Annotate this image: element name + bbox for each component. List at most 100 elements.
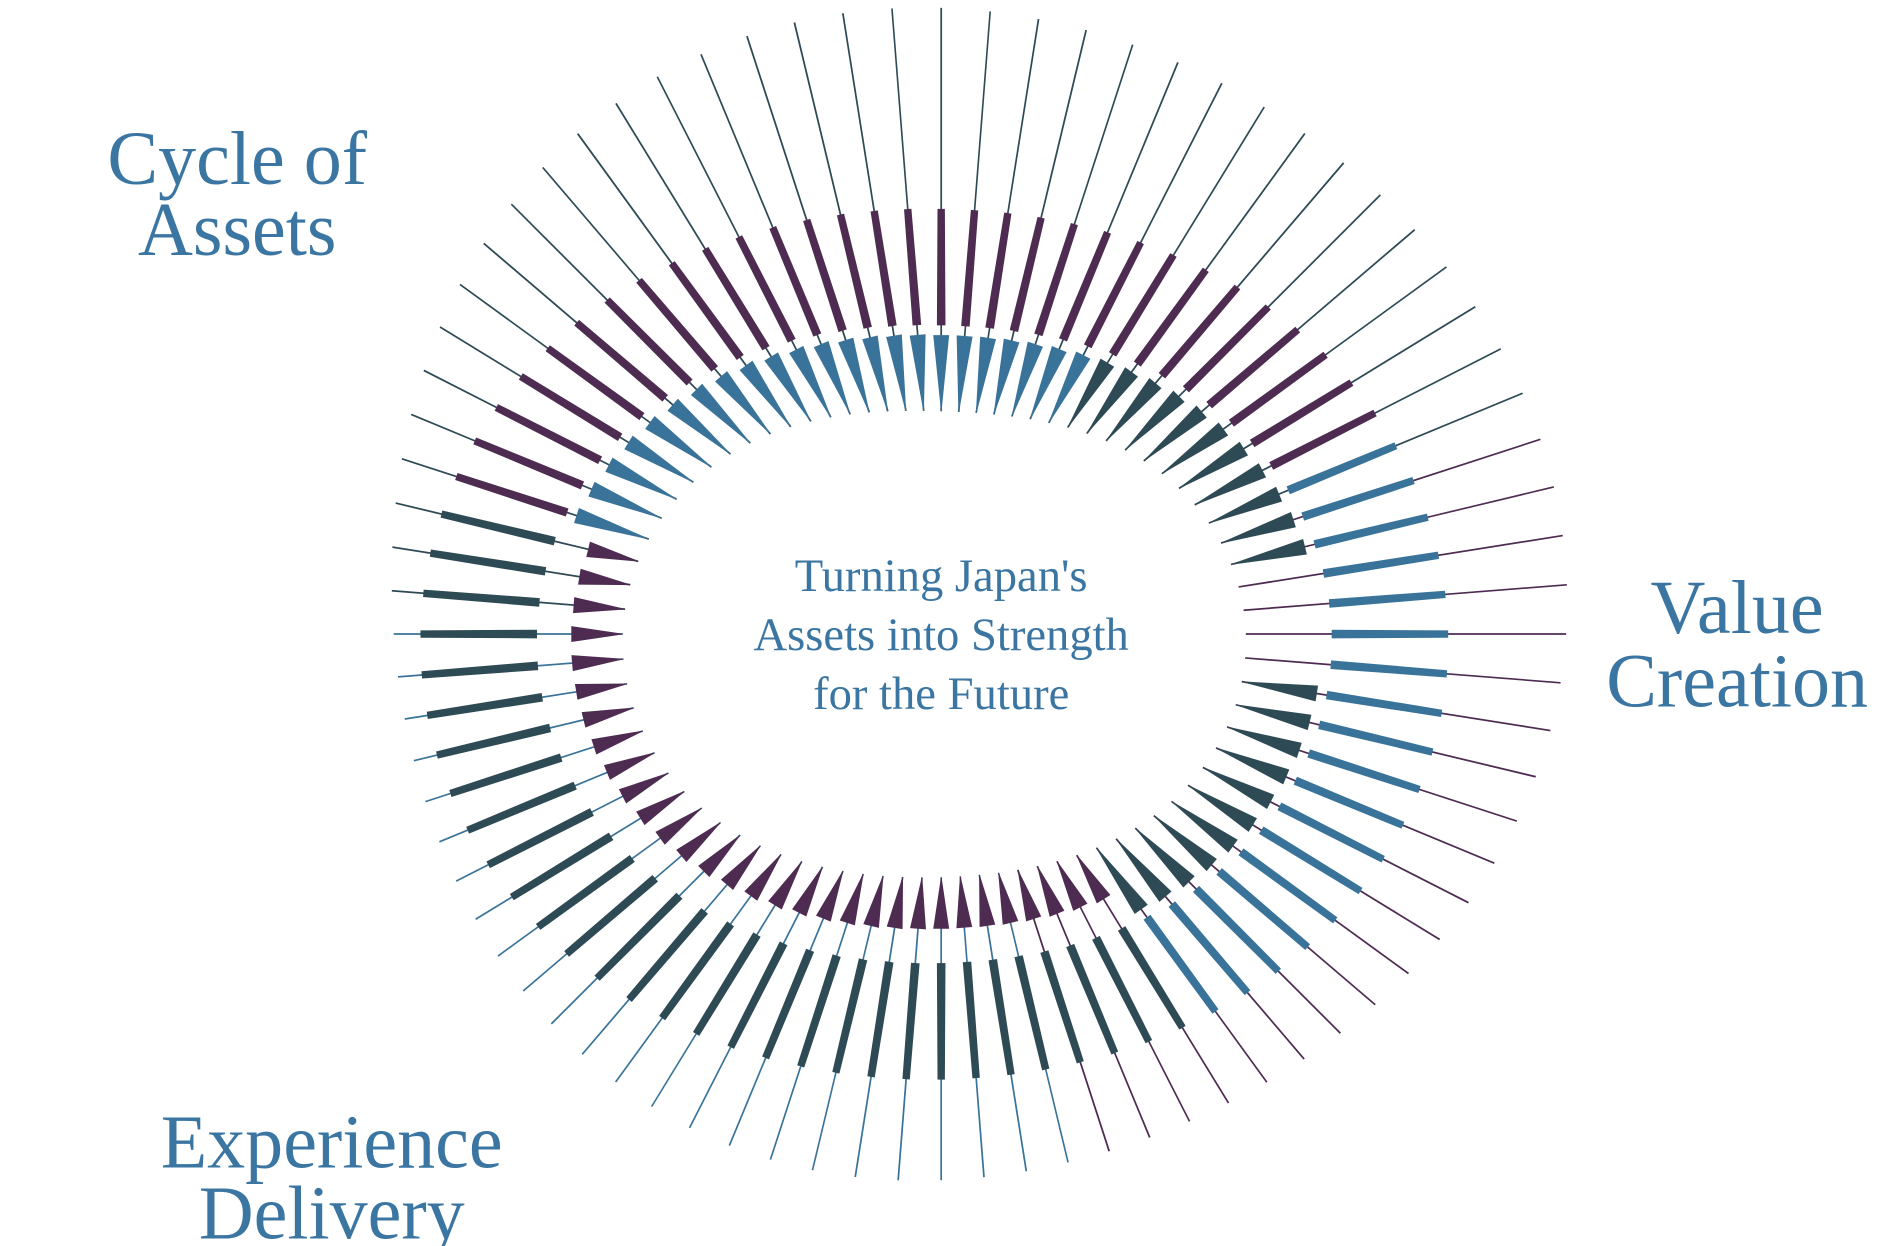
ray-inner-wedge (1178, 441, 1249, 489)
ray-inner-wedge (933, 335, 950, 412)
ray (398, 655, 624, 679)
ray (1153, 815, 1376, 1006)
ray-middle-bar (803, 218, 847, 333)
ray-middle-bar (518, 373, 623, 442)
ray (475, 790, 685, 921)
radial-rays (391, 7, 1567, 1181)
label-cycle-of-assets: Cycle of Assets (107, 117, 367, 272)
ray (854, 876, 904, 1178)
ray (439, 752, 655, 843)
ray (1124, 194, 1381, 451)
ray-middle-bar (486, 808, 594, 869)
ray-inner-wedge (909, 334, 926, 411)
ray (841, 13, 907, 411)
ray (1075, 854, 1230, 1104)
ray-middle-bar (604, 297, 693, 386)
ray (1048, 82, 1223, 424)
ray-inner-wedge (690, 383, 751, 444)
ray-inner-wedge (1208, 486, 1283, 524)
ray-inner-wedge (618, 772, 669, 804)
ray-inner-wedge (667, 398, 731, 455)
ray-inner-wedge (789, 345, 832, 418)
ray (550, 834, 741, 1025)
ray (688, 866, 824, 1129)
ray-inner-wedge (1161, 422, 1229, 474)
ray-inner-wedge (1235, 704, 1312, 731)
ray-middle-bar (426, 693, 543, 720)
ray (956, 11, 991, 412)
ray-inner-wedge (720, 845, 761, 890)
ray-inner-wedge (698, 834, 741, 878)
ray-middle-bar (1083, 240, 1144, 349)
center-title-line-3: for the Future (813, 668, 1069, 720)
ray (1202, 766, 1469, 904)
label-value-creation: Value Creation (1606, 566, 1868, 724)
ray (975, 18, 1040, 414)
ray-middle-bar (1331, 629, 1449, 639)
ray-middle-bar (420, 629, 537, 639)
ray (615, 102, 812, 422)
ray-middle-bar (1143, 914, 1219, 1014)
ray (891, 8, 926, 411)
ray-inner-wedge (838, 337, 870, 413)
ray (1161, 266, 1447, 475)
ray-middle-bar (1258, 826, 1363, 895)
ray-middle-bar (936, 208, 946, 326)
ray-middle-bar (429, 549, 547, 576)
ray-inner-wedge (910, 877, 926, 930)
ray-middle-bar (1168, 901, 1251, 996)
ray-middle-bar (1108, 253, 1177, 357)
ray (956, 876, 985, 1178)
ray-inner-wedge (1143, 405, 1207, 462)
ray-middle-bar (727, 941, 788, 1049)
ray (459, 283, 712, 468)
ray-inner-wedge (636, 791, 685, 826)
ray-middle-bar (1228, 351, 1328, 427)
ray (1056, 860, 1191, 1122)
value-creation-line-1: Value (1651, 566, 1824, 650)
ray-middle-bar (735, 235, 796, 343)
ray (1208, 392, 1523, 524)
ray-middle-bar (535, 855, 635, 930)
ray (1230, 486, 1555, 566)
value-creation-line-2: Creation (1606, 639, 1868, 723)
ray-inner-wedge (815, 870, 844, 922)
ray-inner-wedge (975, 336, 997, 414)
ray-inner-wedge (571, 655, 624, 672)
ray-inner-wedge (1086, 367, 1139, 434)
ray (700, 53, 851, 415)
ray (614, 853, 782, 1083)
ray-inner-wedge (1029, 345, 1067, 420)
ray-middle-bar (836, 213, 872, 329)
ray-middle-bar (594, 892, 683, 981)
ray (728, 870, 844, 1146)
ray-middle-bar (1328, 590, 1446, 608)
ray (650, 860, 803, 1108)
center-title-line-2: Assets into Strength (754, 609, 1129, 661)
ray-middle-bar (1182, 304, 1271, 393)
ray (933, 877, 950, 1181)
ray-middle-bar (440, 510, 556, 546)
ray (769, 873, 865, 1160)
ray-inner-wedge (1076, 855, 1111, 904)
ray-inner-wedge (1153, 815, 1217, 872)
ray-inner-wedge (1096, 847, 1148, 915)
ray-middle-bar (769, 226, 822, 337)
ray-middle-bar (936, 963, 946, 1080)
ray-middle-bar (1059, 230, 1112, 342)
ray-inner-wedge (1037, 865, 1065, 917)
ray (404, 682, 628, 720)
ray-middle-bar (1192, 885, 1282, 974)
ray-inner-wedge (581, 707, 634, 728)
ray-middle-bar (962, 961, 980, 1079)
ray-inner-wedge (591, 730, 643, 755)
ray-inner-wedge (1011, 341, 1043, 417)
ray-middle-bar (1117, 926, 1186, 1030)
ray-middle-bar (668, 261, 744, 360)
ray-inner-wedge (578, 568, 631, 586)
ray-middle-bar (545, 345, 645, 421)
ray-middle-bar (1009, 216, 1045, 332)
ray (1029, 62, 1179, 420)
ray (497, 807, 703, 957)
ray (1011, 44, 1134, 417)
